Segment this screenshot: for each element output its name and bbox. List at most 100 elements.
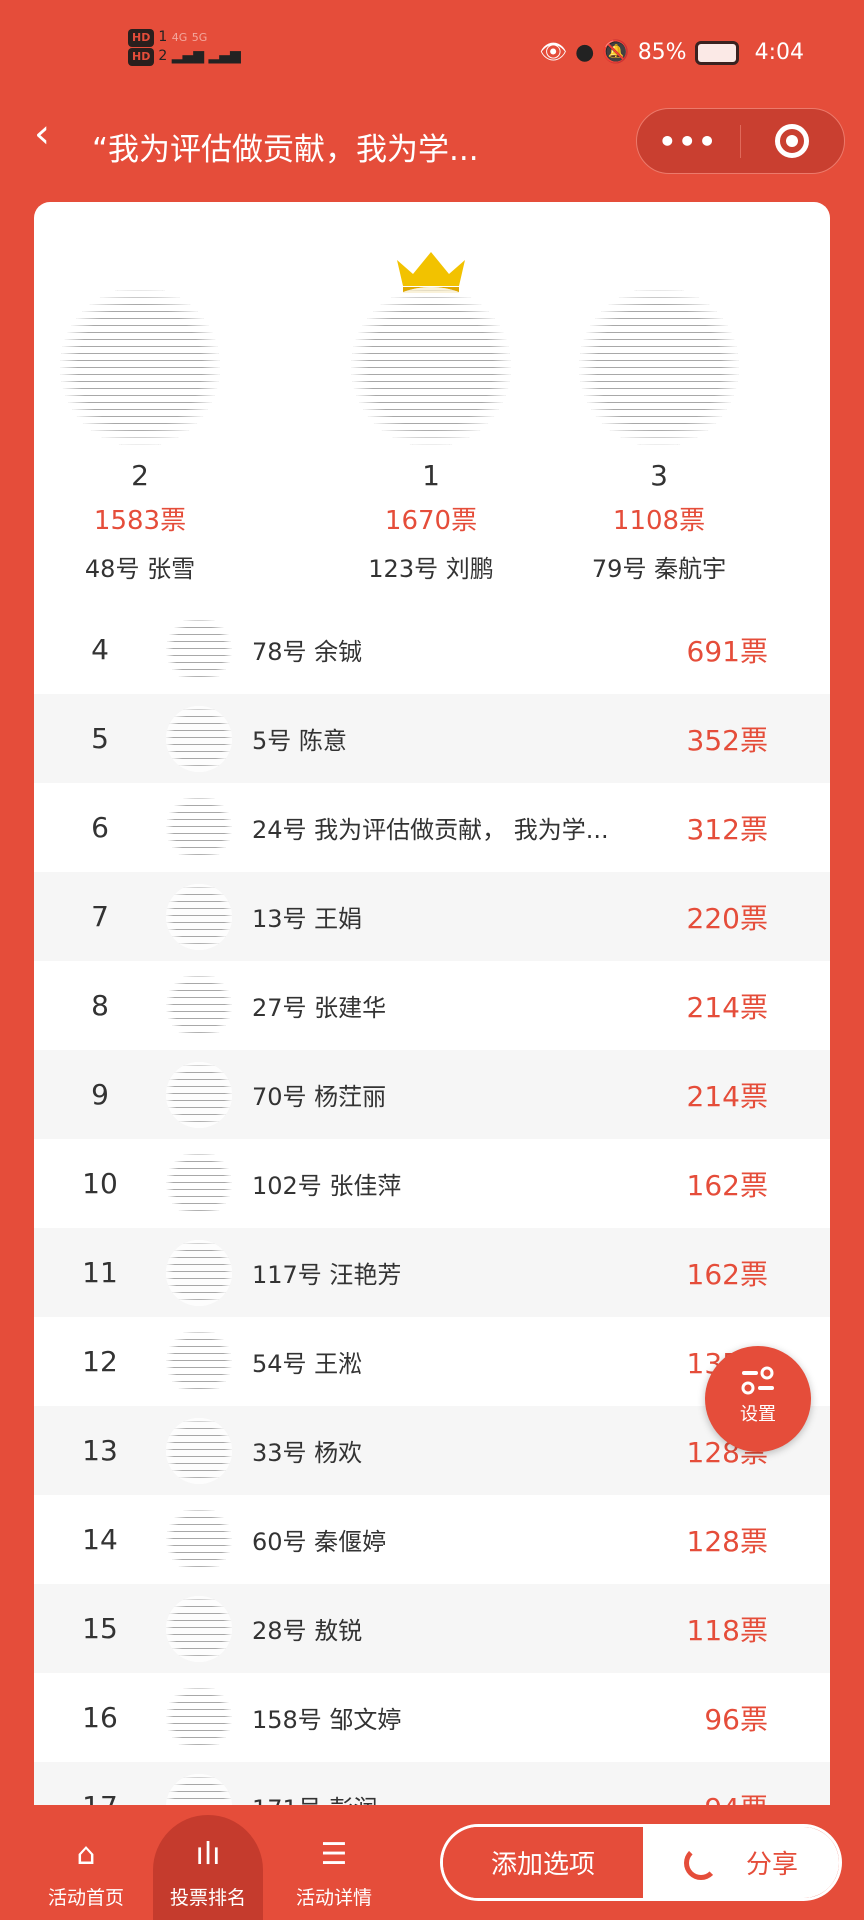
list-item[interactable]: 9 70号 杨茳丽 214票 [34,1050,830,1139]
list-item[interactable]: 5 5号 陈意 352票 [34,694,830,783]
candidate-name: 123号 刘鹏 [368,555,494,583]
votes: 312票 [686,812,768,846]
back-button[interactable]: ‹ [34,111,50,157]
settings-sliders-icon [741,1366,774,1395]
rank: 2 [131,459,149,492]
votes: 162票 [686,1168,768,1202]
battery-icon [694,40,739,65]
list-item[interactable]: 10 102号 张佳萍 162票 [34,1139,830,1228]
bar-chart-icon: ılı [195,1837,221,1872]
status-bar: HD 1 4G 5G HD 2 ▂▄▆ ▂▄▆ 👁 ● 🔕 85% 4:04 [0,0,864,100]
share-icon [683,1845,718,1880]
rank: 13 [82,1434,118,1467]
share-label: 分享 [745,1850,798,1880]
avatar [166,1239,232,1306]
hd-icon: HD [128,48,155,66]
ranking-card: 2 1583票 48号 张雪 1 1670票 123号 刘鹏 3 1108票 7… [34,202,830,1851]
votes: 352票 [686,723,768,757]
avatar [166,1417,232,1484]
net2-label: 5G [191,31,208,44]
rank: 7 [91,900,109,933]
avatar [166,1061,232,1128]
rank: 16 [82,1701,118,1734]
avatar [166,1595,232,1662]
rank: 5 [91,722,109,755]
settings-button[interactable]: 设置 [705,1346,811,1452]
list-item[interactable]: 14 60号 秦偃婷 128票 [34,1495,830,1584]
battery-percent: 85% [637,40,687,65]
votes: 128票 [686,1524,768,1558]
candidate-name: 33号 杨欢 [252,1439,363,1467]
nav-home[interactable]: ⌂ 活动首页 [31,1805,141,1910]
rank: 6 [91,811,109,844]
votes: 1670票 [384,506,478,536]
votes: 118票 [686,1613,768,1647]
hd-icon: HD [128,29,155,47]
avatar [166,883,232,950]
share-button[interactable]: 分享 [643,1827,839,1898]
avatar [166,705,232,772]
bottom-bar: ⌂ 活动首页 ılı 投票排名 ☰ 活动详情 添加选项 分享 [0,1805,864,1920]
candidate-name: 28号 敖锐 [252,1617,363,1645]
list-item[interactable]: 6 24号 我为评估做贡献， 我为学... 312票 [34,783,830,872]
settings-label: 设置 [740,1404,776,1425]
votes: 162票 [686,1257,768,1291]
close-button[interactable] [741,124,845,158]
avatar [579,287,739,447]
more-button[interactable]: ••• [637,124,741,158]
list-item[interactable]: 7 13号 王娟 220票 [34,872,830,961]
candidate-name: 158号 邹文婷 [252,1706,402,1734]
header: ‹ “我为评估做贡献，我为学... ••• [0,100,864,184]
rank: 8 [91,989,109,1022]
list-item[interactable]: 15 28号 敖锐 118票 [34,1584,830,1673]
list-icon: ☰ [320,1837,348,1872]
candidate-name: 70号 杨茳丽 [252,1083,387,1111]
list-item[interactable]: 13 33号 杨欢 128票 [34,1406,830,1495]
avatar [60,287,220,447]
candidate-name: 60号 秦偃婷 [252,1528,387,1556]
nav-details[interactable]: ☰ 活动详情 [279,1805,389,1910]
rank: 12 [82,1345,118,1378]
candidate-name: 54号 王淞 [252,1350,363,1378]
votes: 1108票 [612,506,706,536]
candidate-name: 13号 王娟 [252,905,363,933]
nav-label: 投票排名 [169,1887,246,1909]
list-item[interactable]: 11 117号 汪艳芳 162票 [34,1228,830,1317]
list-item[interactable]: 16 158号 邹文婷 96票 [34,1673,830,1762]
candidate-name: 79号 秦航宇 [591,555,727,583]
home-icon: ⌂ [76,1837,96,1872]
podium-third[interactable]: 3 1108票 79号 秦航宇 [539,202,779,584]
podium-second[interactable]: 2 1583票 48号 张雪 [20,202,260,584]
podium-first[interactable]: 1 1670票 123号 刘鹏 [311,202,551,584]
avatar [166,1150,232,1217]
avatar [166,1328,232,1395]
avatar [351,287,511,447]
eye-icon: 👁 [539,40,568,65]
candidate-name: 24号 我为评估做贡献， 我为学... [252,816,609,844]
votes: 214票 [686,1079,768,1113]
votes: 220票 [686,901,768,935]
mute-bell-icon: 🔕 [602,40,630,65]
votes: 1583票 [93,506,187,536]
signal-indicators: HD 1 4G 5G HD 2 ▂▄▆ ▂▄▆ [128,28,241,66]
net1-label: 4G [171,31,188,44]
avatar [166,616,232,683]
target-icon [775,124,810,158]
list-item[interactable]: 8 27号 张建华 214票 [34,961,830,1050]
rank: 4 [91,633,109,666]
nav-ranking[interactable]: ılı 投票排名 [153,1815,263,1920]
list-item[interactable]: 4 78号 余铖 691票 [34,605,830,694]
rank: 15 [82,1612,118,1645]
votes: 96票 [704,1702,768,1736]
votes: 691票 [686,634,768,668]
clock-icon: ● [575,40,595,65]
candidate-name: 48号 张雪 [84,555,196,583]
candidate-name: 102号 张佳萍 [252,1172,402,1200]
sim2-label: 2 [158,48,168,64]
signal-bars-icon: ▂▄▆ ▂▄▆ [171,48,241,64]
candidate-name: 5号 陈意 [252,727,347,755]
add-option-button[interactable]: 添加选项 [443,1827,643,1898]
rank: 9 [91,1078,109,1111]
rank: 10 [82,1167,118,1200]
